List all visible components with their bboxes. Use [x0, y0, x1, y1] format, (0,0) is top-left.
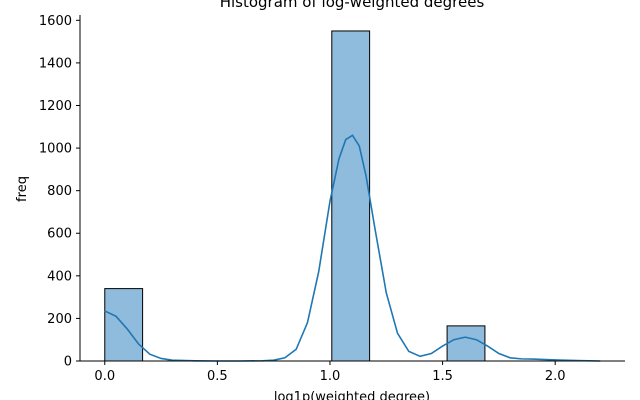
y-tick-label: 600: [47, 227, 72, 242]
x-tick-label: 2.0: [545, 369, 566, 384]
y-tick-label: 400: [47, 269, 72, 284]
histogram-bars: [104, 30, 486, 362]
y-axis-label: freq: [15, 176, 30, 202]
x-tick-label: 0.0: [94, 369, 115, 384]
x-axis-ticks: 0.0 0.5 1.0 1.5 2.0: [94, 361, 566, 384]
y-tick-label: 1600: [39, 14, 72, 29]
y-tick-label: 200: [47, 312, 72, 327]
y-tick-label: 1200: [39, 99, 72, 114]
y-tick-label: 800: [47, 184, 72, 199]
y-tick-label: 0: [64, 355, 72, 370]
x-tick-label: 1.0: [320, 369, 341, 384]
y-axis-ticks: 0 200 400 600 800 1000 1200 1400 1600: [39, 14, 80, 370]
chart-title: Histogram of log-weighted degrees: [220, 0, 485, 11]
histogram-bar-2: [331, 30, 371, 362]
y-tick-label: 1000: [39, 142, 72, 157]
y-tick-label: 1400: [39, 56, 72, 71]
x-axis-label: log1p(weighted degree): [274, 390, 430, 400]
x-tick-label: 0.5: [207, 369, 228, 384]
kde-curve: [104, 134, 601, 362]
x-tick-label: 1.5: [432, 369, 453, 384]
histogram-bar-3: [446, 325, 486, 362]
